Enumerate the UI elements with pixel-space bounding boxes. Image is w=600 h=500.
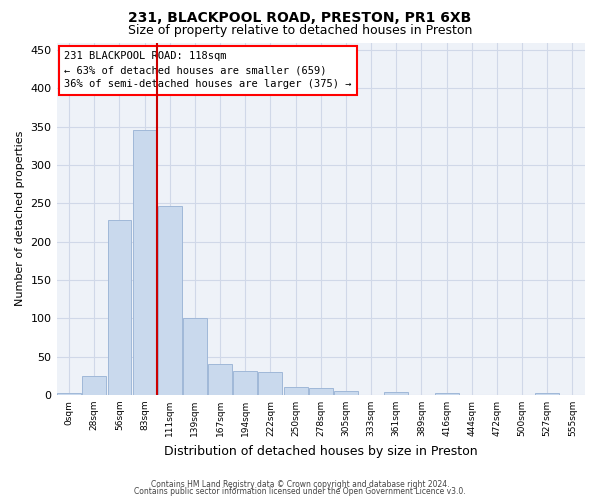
Bar [57, 392, 81, 395]
Text: Contains HM Land Registry data © Crown copyright and database right 2024.: Contains HM Land Registry data © Crown c… [151, 480, 449, 489]
Bar [82, 376, 106, 395]
Text: Contains public sector information licensed under the Open Government Licence v3: Contains public sector information licen… [134, 487, 466, 496]
Text: Size of property relative to detached houses in Preston: Size of property relative to detached ho… [128, 24, 472, 37]
Bar [309, 388, 333, 395]
Bar [535, 394, 559, 395]
Bar [208, 364, 232, 395]
X-axis label: Distribution of detached houses by size in Preston: Distribution of detached houses by size … [164, 444, 478, 458]
Bar [183, 318, 207, 395]
Y-axis label: Number of detached properties: Number of detached properties [15, 131, 25, 306]
Bar [284, 386, 308, 395]
Bar [133, 130, 157, 395]
Bar [233, 371, 257, 395]
Bar [385, 392, 408, 395]
Bar [334, 391, 358, 395]
Bar [158, 206, 182, 395]
Bar [107, 220, 131, 395]
Text: 231, BLACKPOOL ROAD, PRESTON, PR1 6XB: 231, BLACKPOOL ROAD, PRESTON, PR1 6XB [128, 12, 472, 26]
Text: 231 BLACKPOOL ROAD: 118sqm
← 63% of detached houses are smaller (659)
36% of sem: 231 BLACKPOOL ROAD: 118sqm ← 63% of deta… [64, 52, 352, 90]
Bar [259, 372, 283, 395]
Bar [434, 392, 458, 395]
